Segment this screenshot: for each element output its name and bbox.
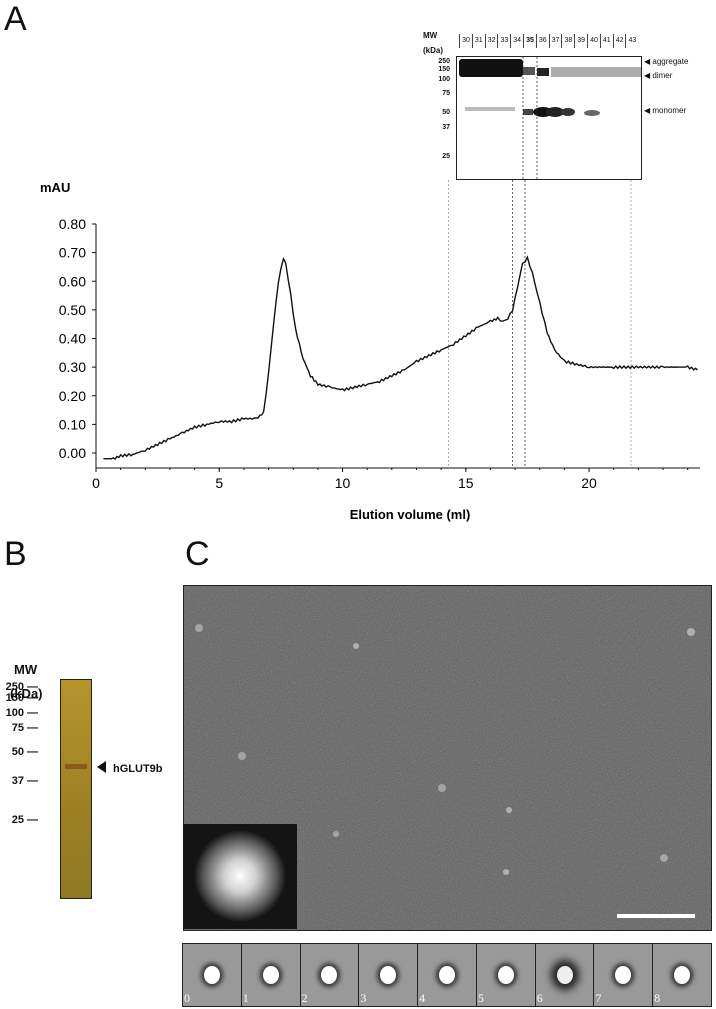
x-tick-label: 5	[215, 475, 223, 491]
class-average-tile: 4	[418, 944, 477, 1006]
class-index-label: 2	[301, 991, 308, 1005]
elution-chromatogram: 0.00 0.10 0.20 0.30 0.40 0.50 0.60 0.70 0.80 0 5 10…	[40, 180, 700, 522]
gel-a-annotation: ◀ aggregate	[644, 57, 689, 66]
scale-bar	[617, 914, 695, 918]
gel-a-mw-marker: 250	[438, 58, 450, 65]
gel-a-lane-label: 43	[625, 34, 638, 48]
micrograph-noise	[184, 586, 711, 930]
gel-a-mw-marker: 50	[442, 109, 450, 116]
gel-a-mw-markers: 250 150 100 75 50 37 25	[420, 56, 456, 178]
gel-a-bands	[459, 57, 641, 179]
x-tick-label: 10	[335, 475, 351, 491]
y-tick-label: 0.10	[59, 416, 86, 432]
gel-b-mw-marker: 37 —	[11, 775, 38, 787]
y-tick-label: 0.00	[59, 445, 86, 461]
class-averages-strip: 0 1 2 3 4 5 6 7 8	[182, 943, 712, 1007]
gel-a-lane-label: 35	[523, 34, 536, 48]
panel-label-c: C	[185, 535, 210, 573]
gel-a-mw-marker: 75	[442, 90, 450, 97]
gel-b-band	[65, 764, 87, 769]
x-axis-label: Elution volume (ml)	[350, 507, 471, 522]
class-average-tile: 8	[653, 944, 712, 1006]
gel-b-silver-stain	[60, 679, 92, 899]
y-tick-label: 0.60	[59, 273, 86, 289]
gel-b-mw-marker: 50 —	[11, 746, 38, 758]
gel-b-mw-markers: 250 —150 — 100 — 75 — 50 — 37 — 25 —	[2, 679, 60, 897]
gel-b-mw-marker: 150 —	[5, 692, 38, 704]
y-tick-label: 0.40	[59, 331, 86, 347]
x-tick-label: 0	[92, 475, 100, 491]
gel-a-annotation: ◀ monomer	[644, 106, 687, 115]
y-tick-label: 0.80	[59, 216, 86, 232]
gel-b-mw-marker: 75 —	[11, 722, 38, 734]
class-average-tile: 1	[241, 944, 301, 1006]
y-tick-label: 0.20	[59, 388, 86, 404]
gel-a-mw-marker: 37	[442, 124, 450, 131]
gel-a-lane-label: 37	[548, 34, 562, 48]
particle-density	[497, 966, 514, 984]
gel-a-annotations: ◀ aggregate ◀ dimer ◀ monomer	[644, 56, 716, 136]
particle-density	[674, 966, 691, 984]
class-average-tile: 5	[476, 944, 536, 1006]
gel-a-lane-label: 31	[471, 34, 485, 48]
class-index-label: 1	[242, 991, 249, 1005]
gel-a-lane-label: 40	[587, 34, 600, 48]
class-index-label: 7	[595, 991, 602, 1005]
class-index-label: 6	[536, 991, 543, 1005]
gel-a-mw-marker: 100	[438, 76, 450, 83]
class-index-label: 0	[184, 991, 190, 1005]
class-index-label: 3	[360, 991, 367, 1005]
particle-density	[262, 966, 279, 984]
particle-density	[439, 966, 456, 984]
gel-a-lane-label: 38	[561, 34, 574, 48]
gel-a-lane-label: 42	[612, 34, 626, 48]
gel-b-mw-marker: 100 —	[5, 707, 38, 719]
gel-b-annotation: hGLUT9b	[113, 763, 163, 775]
panel-label-b: B	[4, 535, 27, 573]
em-micrograph	[183, 585, 712, 931]
gel-b-mw-header: MW	[14, 662, 38, 677]
panel-label-a: A	[4, 0, 27, 38]
y-tick-label: 0.70	[59, 245, 86, 261]
power-spectrum-inset	[183, 824, 297, 929]
y-tick-label: 0.30	[59, 359, 86, 375]
class-average-tile: 3	[359, 944, 419, 1006]
gel-a-kda-header: (kDa)	[423, 46, 444, 55]
chromatogram-trace	[103, 255, 698, 460]
gel-a-western-blot	[456, 56, 642, 180]
particle-density	[321, 966, 338, 984]
class-average-tile: 0	[183, 944, 242, 1006]
x-tick-label: 15	[458, 475, 474, 491]
gel-a-lane-label: 30	[459, 34, 472, 48]
class-index-label: 8	[654, 991, 661, 1005]
gel-a-lane-labels: 30 31 32 33 34 35 36 37 38 39 40 41 42 43	[456, 34, 640, 52]
class-average-tile: 7	[594, 944, 654, 1006]
gel-a-lane-label: 33	[497, 34, 510, 48]
gel-b-mw-marker: 250 —	[5, 681, 38, 693]
class-index-label: 5	[477, 991, 484, 1005]
gel-a-lane-label: 41	[599, 34, 613, 48]
class-average-tile: 2	[300, 944, 360, 1006]
gel-a-lane-label: 39	[574, 34, 587, 48]
gel-b-arrow-icon	[97, 761, 106, 773]
gel-a-lane-label: 36	[535, 34, 549, 48]
class-average-tile: 6	[535, 944, 595, 1006]
gel-a-mw-header: MW	[423, 31, 438, 40]
particle-density	[380, 966, 397, 984]
gel-a-lane-label: 32	[484, 34, 498, 48]
y-axis-label: mAU	[40, 180, 70, 195]
particle-density	[615, 966, 632, 984]
gel-b-kda-header: (kDa)	[10, 686, 43, 701]
gel-a-annotation: ◀ dimer	[644, 71, 673, 80]
gel-a-lane-label: 34	[510, 34, 523, 48]
gel-a-mw-marker: 25	[442, 153, 450, 160]
y-tick-label: 0.50	[59, 302, 86, 318]
gel-a-mw-marker: 150	[438, 66, 450, 73]
particle-density	[203, 966, 220, 984]
gel-b-mw-marker: 25 —	[11, 814, 38, 826]
x-tick-label: 20	[581, 475, 597, 491]
particle-density	[556, 966, 573, 984]
class-index-label: 4	[419, 991, 426, 1005]
